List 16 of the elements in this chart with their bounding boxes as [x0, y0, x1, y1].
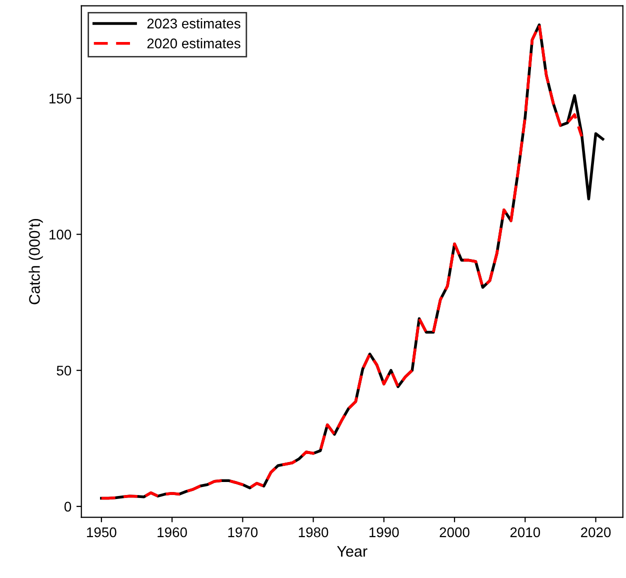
legend-label: 2020 estimates — [147, 38, 240, 48]
y-tick-label: 100 — [50, 230, 72, 240]
x-tick-label: 1950 — [87, 527, 116, 538]
x-tick-label: 2010 — [510, 527, 540, 538]
x-tick-label: 1990 — [370, 527, 399, 538]
x-tick-label: 1970 — [228, 527, 258, 538]
y-axis-title: Catch (000't) — [28, 219, 43, 304]
x-axis-title: Year — [337, 546, 368, 557]
x-tick-label: 1960 — [158, 527, 187, 538]
x-tick-label: 2020 — [581, 527, 611, 538]
y-tick-label: 0 — [64, 502, 72, 512]
legend-label: 2023 estimates — [147, 18, 240, 28]
x-tick-label: 2000 — [440, 527, 470, 538]
y-tick-label: 150 — [50, 94, 72, 104]
y-tick-label: 50 — [56, 366, 72, 376]
x-tick-label: 1980 — [298, 527, 328, 538]
